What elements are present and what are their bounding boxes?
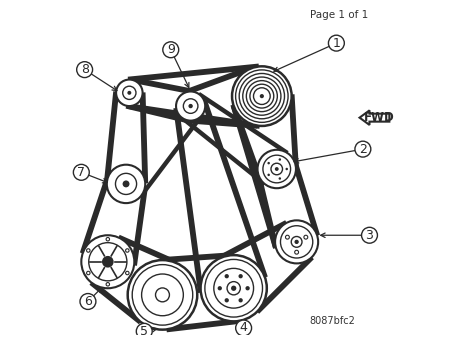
Circle shape [77,62,92,78]
Circle shape [137,323,152,338]
Circle shape [201,255,267,321]
Circle shape [218,286,222,290]
Text: 3: 3 [365,229,374,242]
Circle shape [128,91,131,95]
Circle shape [189,104,193,108]
Text: 6: 6 [84,295,92,308]
Circle shape [225,298,229,303]
Circle shape [294,240,299,244]
Circle shape [275,220,318,263]
Circle shape [225,274,229,279]
Text: 8: 8 [81,63,89,76]
Circle shape [295,240,298,243]
Circle shape [260,94,264,98]
Circle shape [128,260,197,330]
Text: 1: 1 [332,37,340,50]
Polygon shape [360,111,389,125]
Text: FWD: FWD [364,111,395,124]
Circle shape [279,177,281,180]
Text: 8087bfc2: 8087bfc2 [310,316,356,327]
Circle shape [267,162,270,164]
Circle shape [176,92,205,121]
Text: 2: 2 [359,143,367,155]
Circle shape [279,158,281,161]
Text: 5: 5 [140,325,148,338]
Text: 7: 7 [77,166,85,179]
Circle shape [328,35,344,51]
Text: 4: 4 [240,321,247,335]
Circle shape [231,286,237,291]
Circle shape [163,42,179,58]
Circle shape [232,66,292,126]
Circle shape [73,164,89,180]
Circle shape [102,256,114,268]
Circle shape [355,141,371,157]
Circle shape [236,320,252,336]
Circle shape [285,168,288,170]
Circle shape [116,79,143,106]
Circle shape [246,286,250,290]
Circle shape [362,227,377,243]
Circle shape [267,174,270,176]
Circle shape [275,167,279,171]
Circle shape [107,165,145,203]
Circle shape [82,235,134,288]
Text: Page 1 of 1: Page 1 of 1 [310,10,368,20]
Circle shape [80,293,96,310]
Text: 9: 9 [167,43,175,56]
Circle shape [123,180,129,187]
Circle shape [238,298,243,303]
Circle shape [257,150,296,188]
Circle shape [238,274,243,279]
